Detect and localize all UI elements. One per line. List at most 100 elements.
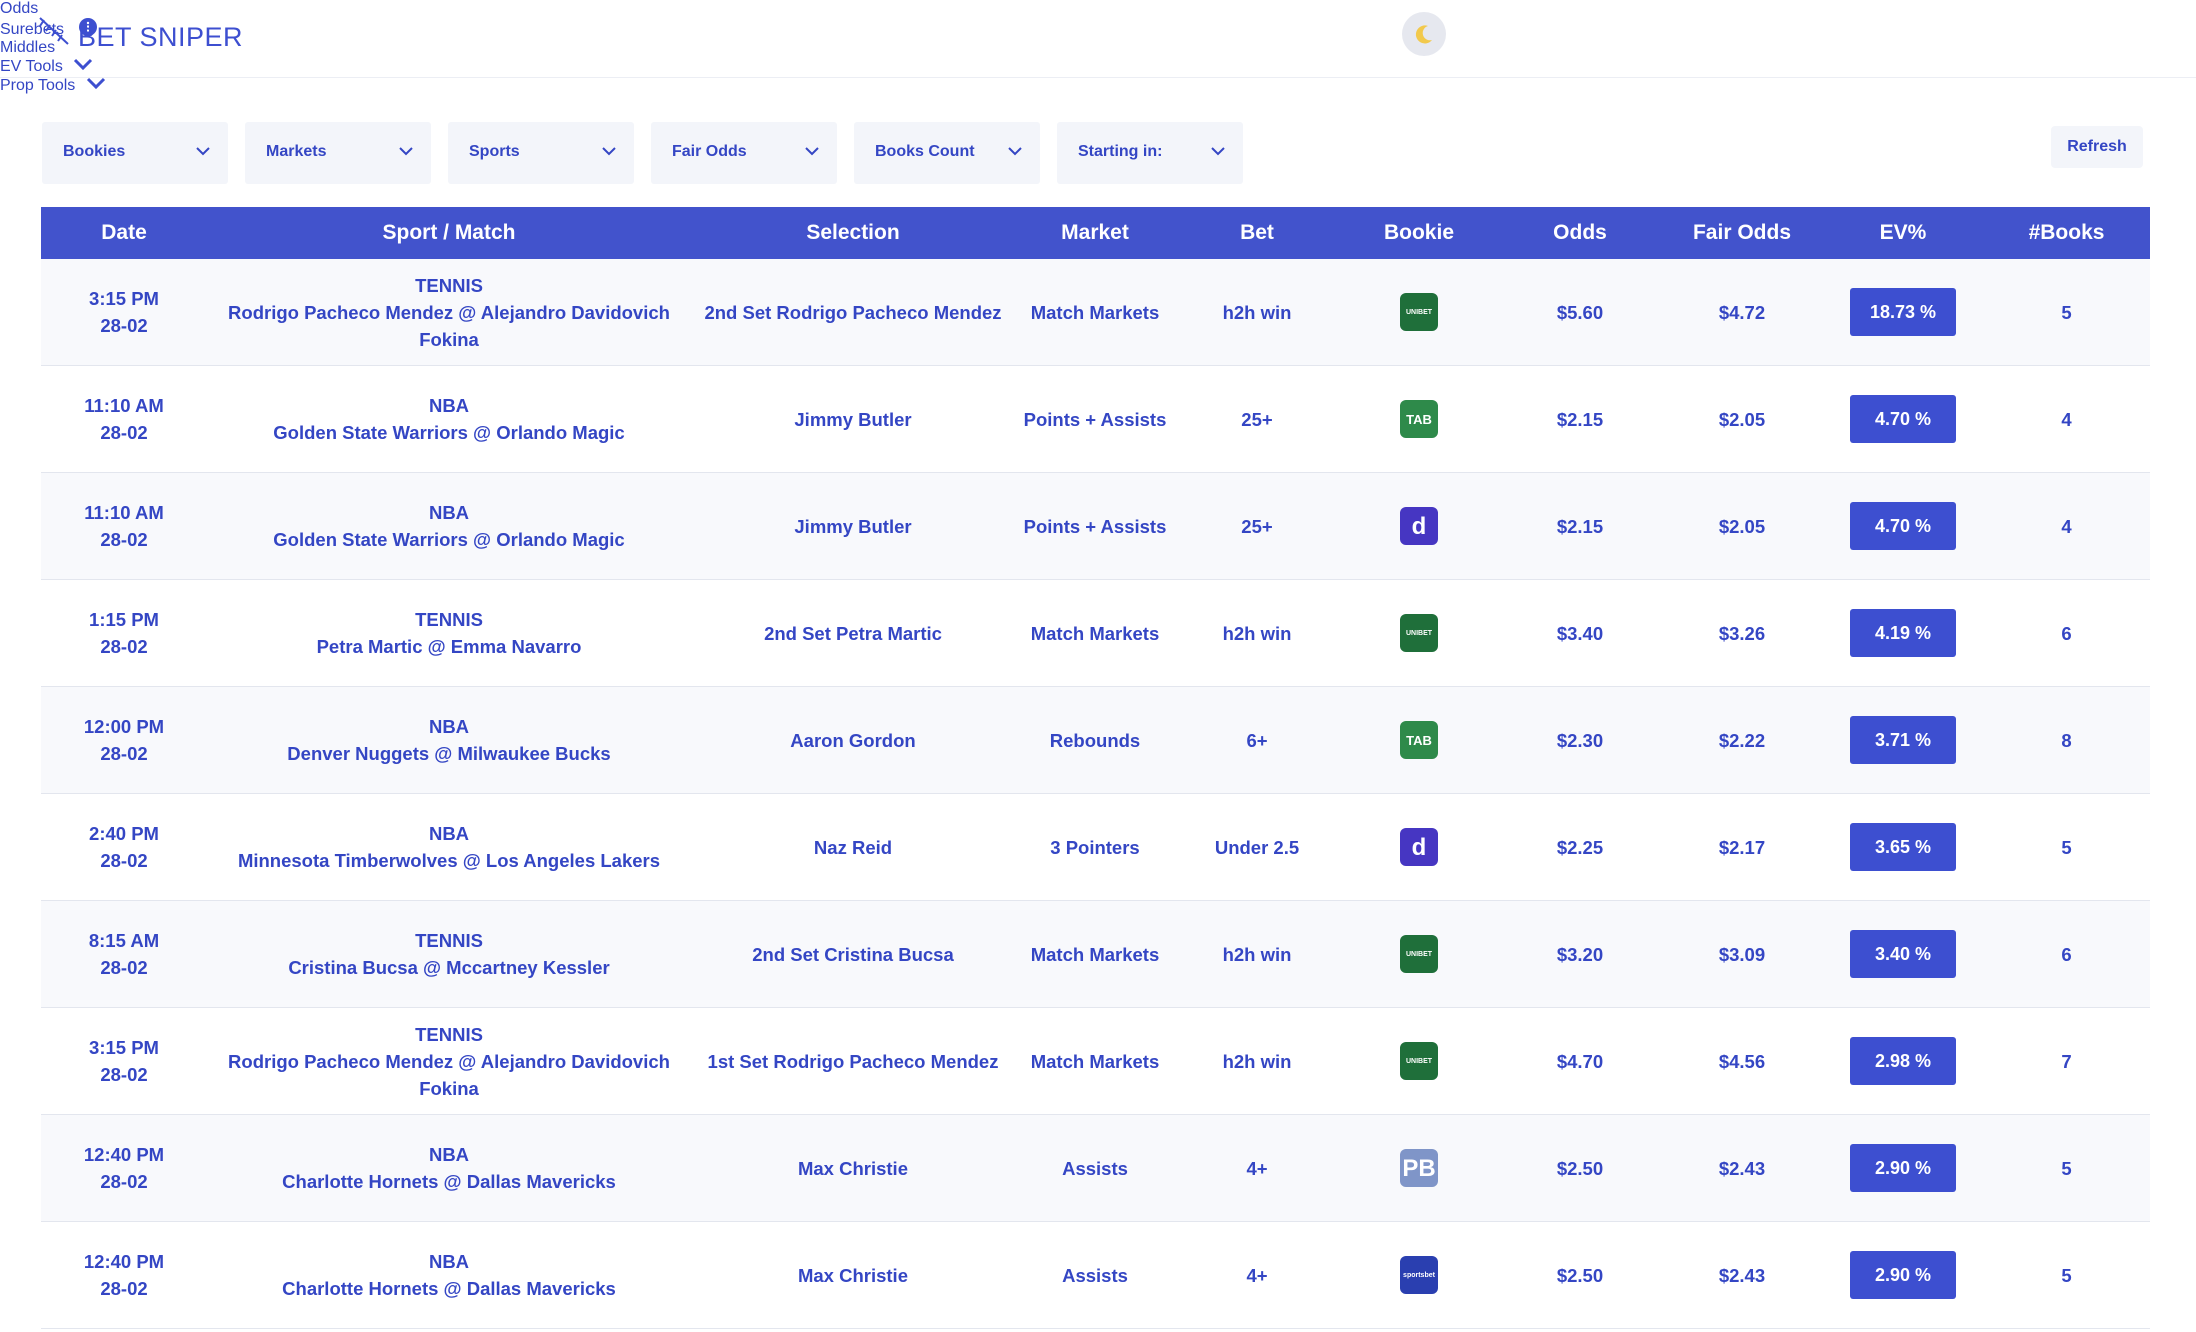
books-cell: 5: [1983, 1222, 2150, 1328]
filter-dropdown[interactable]: Sports: [448, 122, 634, 184]
column-header: Fair Odds: [1692, 221, 1792, 244]
books: 8: [2061, 729, 2072, 751]
bookie-icon: TAB: [1400, 400, 1438, 438]
market: Points + Assists: [1023, 515, 1167, 537]
market: Match Markets: [1030, 301, 1160, 323]
filter-dropdown[interactable]: Bookies: [42, 122, 228, 184]
selection: Jimmy Butler: [794, 408, 912, 430]
nav-link[interactable]: Middles: [0, 39, 56, 56]
ev-badge: 18.73 %: [1850, 288, 1956, 336]
bookie-cell: UNIBET: [1339, 259, 1499, 365]
books: 5: [2061, 1157, 2072, 1179]
refresh-button[interactable]: Refresh: [2051, 126, 2143, 168]
sport: NBA: [428, 823, 470, 844]
filter-dropdown[interactable]: Books Count: [854, 122, 1040, 184]
match: Charlotte Hornets @ Dallas Mavericks: [282, 1278, 616, 1299]
nav-link[interactable]: Odds: [0, 0, 39, 17]
filter-dropdown[interactable]: Markets: [245, 122, 431, 184]
chevron: [86, 77, 105, 90]
fair_odds-cell: $2.22: [1661, 687, 1823, 793]
selection: Max Christie: [797, 1157, 908, 1179]
ev-cell: 4.70 %: [1823, 473, 1983, 579]
match-cell: NBA Denver Nuggets @ Milwaukee Bucks: [207, 687, 691, 793]
bookie-cell: sportsbet: [1339, 1222, 1499, 1328]
selection-cell: 2nd Set Petra Martic: [691, 580, 1015, 686]
sport: NBA: [428, 1144, 470, 1165]
ev-badge: 2.90 %: [1850, 1144, 1956, 1192]
bet: h2h win: [1222, 1050, 1292, 1072]
odds-cell: $4.70: [1499, 1008, 1661, 1114]
odds-cell: $3.40: [1499, 580, 1661, 686]
fair_odds: $2.17: [1718, 836, 1766, 858]
market-cell: Assists: [1015, 1222, 1175, 1328]
column-header: #Books: [2028, 221, 2105, 244]
column-header: Bet: [1240, 221, 1274, 244]
sport: TENNIS: [415, 609, 483, 630]
bet: 4+: [1246, 1157, 1268, 1179]
bet-cell: h2h win: [1175, 901, 1339, 1007]
sport: NBA: [428, 716, 470, 737]
match-cell: TENNIS Rodrigo Pacheco Mendez @ Alejandro…: [207, 1008, 691, 1114]
bet-cell: 6+: [1175, 687, 1339, 793]
chevron: [1211, 147, 1225, 156]
nav-link[interactable]: EV Tools: [0, 57, 2196, 76]
filter-dropdown[interactable]: Fair Odds: [651, 122, 837, 184]
date: 28-02: [100, 422, 148, 443]
bet: h2h win: [1222, 943, 1292, 965]
selection-cell: Jimmy Butler: [691, 473, 1015, 579]
fair_odds: $4.56: [1718, 1050, 1766, 1072]
bet: Under 2.5: [1214, 836, 1300, 858]
bookie-icon: UNIBET: [1400, 935, 1438, 973]
chevron: [399, 147, 413, 156]
date: 28-02: [100, 1064, 148, 1085]
bookie-cell: PB: [1339, 1115, 1499, 1221]
ev-badge: 4.70 %: [1850, 502, 1956, 550]
chevron: [1008, 147, 1022, 156]
nav-link[interactable]: Surebets: [0, 18, 2196, 39]
books: 7: [2061, 1050, 2072, 1072]
odds: $2.50: [1556, 1264, 1604, 1286]
ev-badge: 4.70 %: [1850, 395, 1956, 443]
odds: $2.30: [1556, 729, 1604, 751]
odds: $5.60: [1556, 301, 1604, 323]
fair_odds-cell: $2.17: [1661, 794, 1823, 900]
filter-dropdown[interactable]: Starting in:: [1057, 122, 1243, 184]
time: 12:40 PM: [83, 1251, 165, 1272]
books-cell: 5: [1983, 794, 2150, 900]
match: Cristina Bucsa @ Mccartney Kessler: [288, 957, 610, 978]
nav-link[interactable]: Prop Tools: [0, 76, 2196, 95]
fair_odds: $2.05: [1718, 515, 1766, 537]
date-cell: 3:15 PM 28-02: [41, 259, 207, 365]
theme-toggle[interactable]: [1402, 12, 1446, 56]
selection: Naz Reid: [813, 836, 893, 858]
bet-cell: h2h win: [1175, 1008, 1339, 1114]
sport: NBA: [428, 1251, 470, 1272]
date: 28-02: [100, 315, 148, 336]
sport: NBA: [428, 395, 470, 416]
sport: TENNIS: [415, 930, 483, 951]
date-cell: 12:40 PM 28-02: [41, 1222, 207, 1328]
info-icon: [78, 18, 97, 36]
books-cell: 6: [1983, 901, 2150, 1007]
ev-cell: 4.70 %: [1823, 366, 1983, 472]
bookie-cell: TAB: [1339, 366, 1499, 472]
selection: 2nd Set Petra Martic: [764, 622, 942, 644]
selection-cell: 2nd Set Rodrigo Pacheco Mendez: [691, 259, 1015, 365]
bet-cell: h2h win: [1175, 580, 1339, 686]
odds: $3.40: [1556, 622, 1604, 644]
date-cell: 11:10 AM 28-02: [41, 366, 207, 472]
selection: Max Christie: [797, 1264, 908, 1286]
sport: TENNIS: [415, 274, 483, 296]
logo[interactable]: BET SNIPER: [78, 22, 244, 52]
books: 5: [2061, 836, 2072, 858]
market: Assists: [1062, 1264, 1128, 1286]
ev-badge: 2.90 %: [1850, 1251, 1956, 1299]
selection: 2nd Set Rodrigo Pacheco Mendez: [704, 301, 1002, 323]
match: Golden State Warriors @ Orlando Magic: [273, 529, 625, 550]
sport: TENNIS: [415, 1023, 483, 1045]
market-cell: Match Markets: [1015, 1008, 1175, 1114]
chevron: [805, 147, 819, 156]
odds: $4.70: [1556, 1050, 1604, 1072]
ev-badge: 3.40 %: [1850, 930, 1956, 978]
